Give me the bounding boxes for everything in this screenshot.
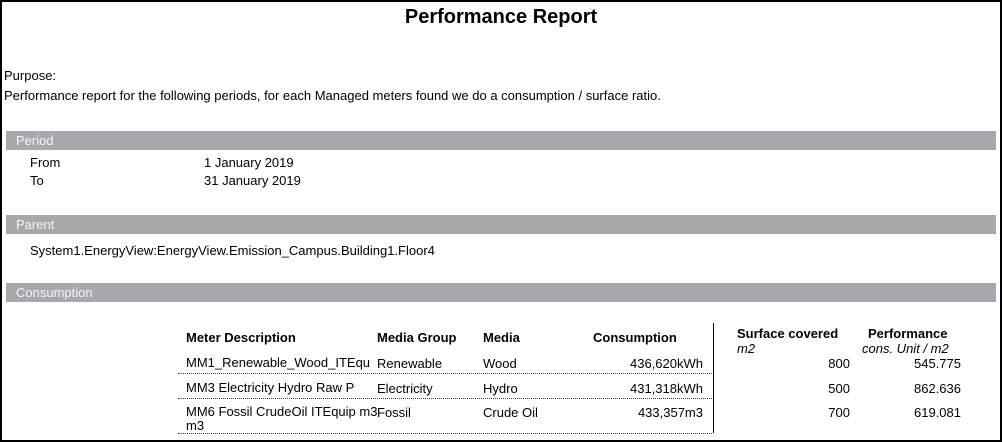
section-header-period: Period <box>6 131 996 150</box>
table-row-1-consumption: 436,620kWh <box>630 356 703 371</box>
table-row-2-media-group: Electricity <box>377 381 433 396</box>
column-subheader-performance-unit: cons. Unit / m2 <box>862 341 949 356</box>
table-row-2-surface-covered: 500 <box>828 381 850 396</box>
table-row-3-consumption: 433,357m3 <box>637 405 703 420</box>
section-header-consumption: Consumption <box>6 283 996 302</box>
table-row-2-performance: 862.636 <box>914 381 961 396</box>
table-row-3-media-group: Fossil <box>377 405 411 420</box>
table-row-3-surface-covered: 700 <box>828 405 850 420</box>
column-subheader-surface-unit: m2 <box>737 341 756 356</box>
table-row-1-media: Wood <box>483 356 517 371</box>
column-header-media-group: Media Group <box>377 330 457 345</box>
column-header-surface-covered: Surface covered <box>737 326 839 341</box>
column-header-consumption: Consumption <box>593 330 677 345</box>
parent-path: System1.EnergyView:EnergyView.Emission_C… <box>30 243 435 258</box>
purpose-text: Performance report for the following per… <box>4 88 661 103</box>
table-row-2-consumption: 431,318kWh <box>630 381 703 396</box>
column-divider <box>713 323 714 433</box>
table-row-3-performance: 619.081 <box>914 405 961 420</box>
table-row-1-media-group: Renewable <box>377 356 443 371</box>
table-row-2-meter-description: MM3 Electricity Hydro Raw P <box>186 380 355 395</box>
page-title: Performance Report <box>404 6 598 28</box>
column-header-media: Media <box>483 330 520 345</box>
period-from-label: From <box>30 155 61 170</box>
period-from-value: 1 January 2019 <box>204 155 294 170</box>
table-row-3-meter-description: MM6 Fossil CrudeOil ITEquip m3 m3 <box>186 404 378 433</box>
row-separator-1 <box>178 373 712 374</box>
column-header-performance: Performance <box>868 326 948 341</box>
purpose-label: Purpose: <box>4 68 57 83</box>
column-header-meter-description: Meter Description <box>186 330 296 345</box>
table-row-1-performance: 545.775 <box>914 356 961 371</box>
table-row-3-media: Crude Oil <box>483 405 538 420</box>
section-header-parent: Parent <box>6 215 996 234</box>
row-separator-2 <box>178 398 712 399</box>
row-separator-3 <box>178 433 712 434</box>
period-to-value: 31 January 2019 <box>204 173 301 188</box>
table-row-1-meter-description: MM1_Renewable_Wood_ITEqu <box>186 355 371 370</box>
table-row-2-media: Hydro <box>483 381 518 396</box>
period-to-label: To <box>30 173 44 188</box>
table-row-1-surface-covered: 800 <box>828 356 850 371</box>
